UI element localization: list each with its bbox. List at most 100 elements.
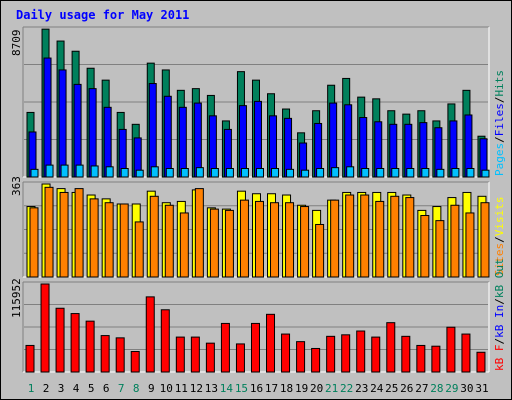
- pages-bar-day-13: [210, 168, 219, 178]
- pages-bar-day-23: [361, 168, 370, 178]
- kbytes-bar-day-5: [85, 320, 95, 373]
- sites-bar-day-16: [254, 200, 264, 278]
- pages-bar-day-6: [105, 166, 114, 178]
- day-label-12: 12: [190, 382, 203, 395]
- pages-bar-day-19: [301, 169, 310, 178]
- day-label-3: 3: [58, 382, 65, 395]
- pages-bar-day-28: [436, 168, 445, 178]
- pages-bar-day-15: [240, 168, 249, 178]
- kbytes-bar-day-19: [296, 341, 306, 373]
- kbytes-bar-day-21: [326, 335, 336, 373]
- day-label-7: 7: [118, 382, 125, 395]
- pages-bar-day-2: [45, 164, 54, 178]
- day-label-13: 13: [205, 382, 218, 395]
- sites-bar-day-8: [134, 221, 144, 278]
- sites-bar-day-28: [435, 220, 445, 278]
- sites-bar-day-24: [375, 200, 385, 278]
- files-bar-day-16: [253, 100, 262, 178]
- day-label-6: 6: [103, 382, 110, 395]
- kbytes-bar-day-31: [476, 351, 486, 373]
- files-bar-day-2: [43, 57, 52, 178]
- pages-bar-day-12: [195, 167, 204, 178]
- pages-bar-day-27: [421, 168, 430, 178]
- sites-bar-day-26: [405, 197, 415, 278]
- sites-bar-day-20: [315, 223, 325, 278]
- pages-bar-day-31: [481, 169, 490, 178]
- kbytes-bar-day-30: [461, 333, 471, 373]
- sites-bar-day-12: [194, 188, 204, 278]
- kbytes-bar-day-2: [40, 283, 50, 373]
- day-label-9: 9: [148, 382, 155, 395]
- files-bar-day-21: [329, 102, 338, 178]
- pages-bar-day-14: [225, 168, 234, 178]
- files-bar-day-30: [464, 114, 473, 178]
- day-label-1: 1: [28, 382, 35, 395]
- kbytes-bar-day-20: [311, 347, 321, 373]
- kbytes-bar-day-4: [70, 313, 80, 373]
- day-label-11: 11: [175, 382, 188, 395]
- sites-bar-day-19: [300, 206, 310, 278]
- day-label-2: 2: [43, 382, 50, 395]
- pages-bar-day-18: [286, 168, 295, 178]
- day-label-18: 18: [280, 382, 293, 395]
- sites-bar-day-18: [285, 202, 295, 278]
- sites-bar-day-27: [420, 215, 430, 278]
- kbytes-bar-day-9: [145, 296, 155, 373]
- files-bar-day-15: [238, 105, 247, 178]
- day-label-20: 20: [310, 382, 323, 395]
- kbytes-bar-day-7: [115, 337, 125, 373]
- pages-bar-day-17: [271, 168, 280, 178]
- sites-bar-day-1: [29, 207, 39, 278]
- sites-bar-day-9: [149, 195, 159, 278]
- kbytes-bar-day-14: [220, 322, 230, 373]
- day-label-28: 28: [430, 382, 443, 395]
- day-label-26: 26: [400, 382, 413, 395]
- pages-bar-day-5: [90, 165, 99, 178]
- sites-bar-day-30: [465, 212, 475, 278]
- files-bar-day-11: [178, 106, 187, 178]
- kbytes-bar-day-27: [416, 344, 426, 373]
- files-bar-day-4: [73, 83, 82, 178]
- kbytes-bar-day-11: [175, 336, 185, 373]
- day-label-22: 22: [340, 382, 353, 395]
- sites-bar-day-2: [44, 186, 54, 278]
- files-bar-day-13: [208, 115, 217, 178]
- sites-bar-day-11: [179, 212, 189, 278]
- sites-bar-day-4: [74, 188, 84, 278]
- files-bar-day-17: [269, 115, 278, 178]
- day-label-31: 31: [475, 382, 488, 395]
- day-label-24: 24: [370, 382, 384, 395]
- kbytes-bar-day-17: [266, 313, 276, 373]
- pages-bar-day-25: [391, 168, 400, 178]
- sites-bar-day-29: [450, 204, 460, 278]
- day-label-27: 27: [415, 382, 428, 395]
- day-label-16: 16: [250, 382, 263, 395]
- kbytes-bar-day-25: [386, 322, 396, 373]
- kbytes-bar-day-16: [250, 322, 260, 373]
- kbytes-bar-day-29: [446, 326, 456, 373]
- pages-bar-day-16: [255, 168, 264, 178]
- day-label-25: 25: [385, 382, 398, 395]
- kbytes-bar-day-3: [55, 307, 65, 373]
- kbytes-bar-day-6: [100, 335, 110, 373]
- sites-bar-day-23: [360, 194, 370, 278]
- sites-bar-day-10: [164, 204, 174, 278]
- sites-bar-day-21: [330, 199, 340, 278]
- day-label-15: 15: [235, 382, 248, 395]
- pages-bar-day-22: [346, 166, 355, 178]
- day-label-29: 29: [445, 382, 458, 395]
- kbytes-bar-day-10: [160, 309, 170, 373]
- pages-bar-day-10: [165, 168, 174, 178]
- pages-bar-day-26: [406, 168, 415, 178]
- sites-bar-day-15: [239, 199, 249, 278]
- pages-bar-day-21: [331, 167, 340, 178]
- kbytes-bar-day-13: [205, 342, 215, 373]
- pages-bar-day-1: [30, 168, 39, 178]
- kbytes-bar-day-28: [431, 345, 441, 373]
- day-label-17: 17: [265, 382, 278, 395]
- sites-bar-day-31: [480, 202, 490, 278]
- sites-bar-day-6: [104, 202, 114, 278]
- sites-bar-day-5: [89, 198, 99, 278]
- pages-bar-day-8: [135, 169, 144, 178]
